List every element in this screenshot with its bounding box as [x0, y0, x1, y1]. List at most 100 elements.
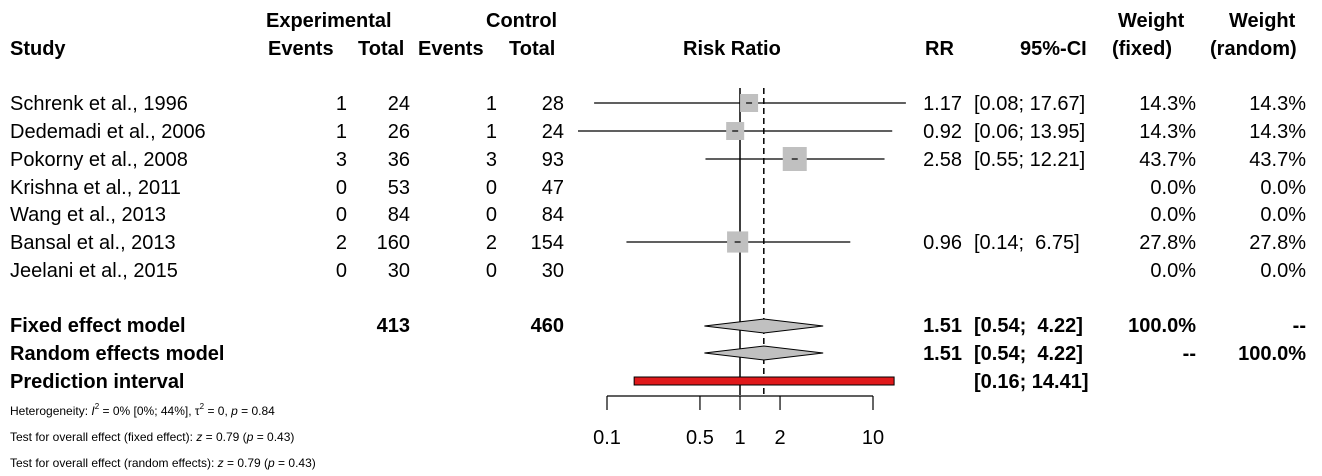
i-squared-exponent: 2 — [94, 402, 100, 411]
exp-events: 3 — [335, 149, 347, 171]
study-weight-fixed: 0.0% — [1150, 177, 1196, 199]
heterogeneity-p-value: = 0.84 — [237, 404, 275, 418]
random-model-ci: [0.54; 4.22] — [974, 343, 1083, 365]
exp-total: 36 — [387, 149, 410, 171]
header-random: (random) — [1210, 38, 1297, 60]
study-rr: 0.96 — [923, 232, 962, 254]
x-axis-tick-label: 0.5 — [686, 427, 714, 449]
p-symbol: p — [268, 456, 275, 470]
x-axis-tick-label: 0.1 — [593, 427, 621, 449]
x-axis-tick-label: 2 — [774, 427, 785, 449]
exp-events: 1 — [335, 93, 347, 115]
exp-total: 24 — [387, 93, 410, 115]
ctrl-total: 30 — [541, 260, 564, 282]
study-name: Dedemadi et al., 2006 — [10, 121, 206, 143]
header-exp-events: Events — [268, 38, 334, 60]
study-weight-random: 43.7% — [1249, 149, 1306, 171]
study-weight-fixed: 27.8% — [1139, 232, 1196, 254]
fixed-model-ctrl-total: 460 — [530, 315, 564, 337]
study-weight-fixed: 14.3% — [1139, 121, 1196, 143]
study-name: Wang et al., 2013 — [10, 204, 167, 226]
fixed-model-weight-fixed: 100.0% — [1128, 315, 1196, 337]
fixed-model-rr: 1.51 — [923, 315, 962, 337]
x-axis-tick-label: 1 — [734, 427, 745, 449]
random-model-label: Random effects model — [10, 343, 225, 365]
exp-total: 160 — [376, 232, 410, 254]
header-control: Control — [486, 10, 558, 32]
header-weight-random: Weight — [1229, 10, 1296, 32]
study-name: Bansal et al., 2013 — [10, 232, 176, 254]
p-symbol: p — [246, 430, 254, 444]
study-weight-random: 0.0% — [1260, 260, 1306, 282]
exp-events: 2 — [335, 232, 347, 254]
header-rr: RR — [925, 38, 954, 60]
study-weight-random: 0.0% — [1260, 204, 1306, 226]
ctrl-events: 0 — [485, 204, 497, 226]
study-ci: [0.55; 12.21] — [974, 149, 1086, 171]
ctrl-events: 3 — [485, 149, 497, 171]
tau-symbol: τ — [194, 404, 200, 418]
random-test-p-value: = 0.43) — [274, 456, 316, 470]
ctrl-events: 2 — [485, 232, 497, 254]
header-study: Study — [10, 38, 66, 60]
study-weight-random: 27.8% — [1249, 232, 1306, 254]
study-ci: [0.14; 6.75] — [974, 232, 1080, 254]
header-risk-ratio: Risk Ratio — [683, 38, 781, 60]
random-effects-diamond — [704, 345, 824, 361]
heterogeneity-prefix: Heterogeneity: — [10, 404, 92, 418]
study-weight-fixed: 0.0% — [1150, 204, 1196, 226]
fixed-model-label: Fixed effect model — [10, 315, 186, 337]
ctrl-total: 84 — [541, 204, 564, 226]
study-ci: [0.06; 13.95] — [974, 121, 1086, 143]
exp-events: 0 — [335, 204, 347, 226]
exp-total: 30 — [387, 260, 410, 282]
study-ci: [0.08; 17.67] — [974, 93, 1086, 115]
random-model-rr: 1.51 — [923, 343, 962, 365]
header-fixed: (fixed) — [1112, 38, 1172, 60]
heterogeneity-i2-value: = 0% [0%; 44%], — [99, 404, 195, 418]
study-weight-fixed: 43.7% — [1139, 149, 1196, 171]
random-model-weight-random: 100.0% — [1238, 343, 1306, 365]
tau-value: = 0, — [204, 404, 232, 418]
header-weight-fixed: Weight — [1118, 10, 1185, 32]
ctrl-total: 93 — [541, 149, 564, 171]
fixed-test-p-value: = 0.43) — [253, 430, 295, 444]
study-weight-random: 14.3% — [1249, 121, 1306, 143]
study-name: Schrenk et al., 1996 — [10, 93, 188, 115]
study-weight-fixed: 0.0% — [1150, 260, 1196, 282]
header-experimental: Experimental — [266, 10, 392, 32]
fixed-effect-diamond — [704, 318, 824, 334]
header-ci: 95%-CI — [1020, 38, 1087, 60]
prediction-interval-label: Prediction interval — [10, 371, 185, 393]
study-name: Pokorny et al., 2008 — [10, 149, 188, 171]
ctrl-events: 1 — [485, 121, 497, 143]
tau-squared-exponent: 2 — [199, 402, 205, 411]
i-symbol: I — [91, 404, 95, 418]
header-ctrl-events: Events — [418, 38, 484, 60]
ctrl-total: 24 — [541, 121, 564, 143]
ctrl-events: 1 — [485, 93, 497, 115]
study-weight-fixed: 14.3% — [1139, 93, 1196, 115]
study-name: Jeelani et al., 2015 — [10, 260, 178, 282]
fixed-test-prefix: Test for overall effect (fixed effect): — [10, 430, 197, 444]
header-ctrl-total: Total — [509, 38, 556, 60]
fixed-test-z-value: = 0.79 ( — [202, 430, 247, 444]
header-exp-total: Total — [358, 38, 405, 60]
random-test-z-value: = 0.79 ( — [223, 456, 269, 470]
exp-total: 84 — [387, 204, 410, 226]
z-symbol: z — [217, 456, 224, 470]
study-rr: 1.17 — [923, 93, 962, 115]
random-effects-test-note: Test for overall effect (random effects)… — [10, 455, 316, 471]
study-name: Krishna et al., 2011 — [10, 177, 181, 199]
heterogeneity-note: Heterogeneity: I2 = 0% [0%; 44%], τ2 = 0… — [10, 403, 275, 419]
z-symbol: z — [196, 430, 203, 444]
prediction-interval-ci: [0.16; 14.41] — [974, 371, 1089, 393]
ctrl-events: 0 — [485, 260, 497, 282]
random-test-prefix: Test for overall effect (random effects)… — [10, 456, 218, 470]
ctrl-total: 28 — [541, 93, 564, 115]
study-rr: 0.92 — [923, 121, 962, 143]
fixed-model-ci: [0.54; 4.22] — [974, 315, 1083, 337]
exp-total: 26 — [387, 121, 410, 143]
study-weight-random: 14.3% — [1249, 93, 1306, 115]
